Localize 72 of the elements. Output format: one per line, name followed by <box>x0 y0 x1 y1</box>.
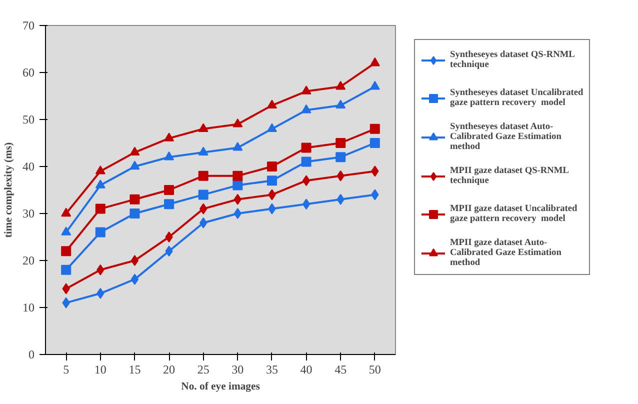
point <box>370 138 380 148</box>
x-tick-label: 35 <box>266 362 278 376</box>
point <box>61 226 72 236</box>
point <box>232 180 243 190</box>
y-tick-label: 10 <box>22 300 34 314</box>
point <box>301 142 312 153</box>
point <box>95 180 106 188</box>
point <box>266 176 277 186</box>
x-tick-label: 30 <box>232 362 244 376</box>
point <box>336 138 346 148</box>
point <box>302 198 310 210</box>
point <box>266 100 277 108</box>
point <box>370 80 380 90</box>
x-tick-label: 40 <box>300 362 312 376</box>
x-tick-label: 10 <box>94 362 106 376</box>
point <box>301 104 312 114</box>
legend-label: MPII gaze dataset Uncalibrated gaze pattern recovery model <box>450 203 578 226</box>
x-tick-label: 25 <box>197 362 210 376</box>
point <box>165 232 173 242</box>
point <box>232 142 243 151</box>
point <box>232 170 243 181</box>
point <box>130 208 140 218</box>
point <box>336 80 346 90</box>
x-axis-title: No. of eye images <box>181 382 260 392</box>
y-tick-label: 40 <box>22 160 34 174</box>
point <box>130 160 140 170</box>
point <box>130 194 140 204</box>
y-tick-label: 30 <box>22 206 34 220</box>
point <box>336 100 346 108</box>
point <box>198 170 208 181</box>
y-tick-label: 60 <box>22 66 34 80</box>
point <box>130 274 139 285</box>
point <box>234 208 242 219</box>
point <box>95 166 106 174</box>
legend-label: MPII gaze dataset Auto-Calibrated Gaze Estimation method <box>450 238 562 268</box>
point <box>198 146 208 156</box>
legend-label: Syntheseyes dataset Uncalibrated gaze pattern recovery model <box>450 87 584 110</box>
x-tick-label: 5 <box>63 362 70 376</box>
y-tick-label: 0 <box>28 348 34 362</box>
x-tick-label: 50 <box>368 362 381 376</box>
point <box>370 124 380 134</box>
y-tick-label: 20 <box>22 254 34 268</box>
point <box>164 132 174 142</box>
x-tick-label: 20 <box>163 362 176 376</box>
point <box>61 264 72 275</box>
point <box>164 151 174 160</box>
point <box>95 204 106 214</box>
legend-label: Syntheseyes dataset QS-RNML technique <box>450 49 575 72</box>
point <box>61 208 72 217</box>
legend-label: Syntheseyes dataset Auto-Calibrated Gaze Estimation method <box>450 122 562 152</box>
point <box>164 199 174 210</box>
point <box>336 152 346 162</box>
y-tick-label: 50 <box>22 112 34 126</box>
point <box>301 156 312 167</box>
point <box>130 255 139 266</box>
point <box>370 57 380 66</box>
point <box>266 162 277 172</box>
point <box>301 86 312 94</box>
point <box>95 227 106 238</box>
point <box>130 146 140 156</box>
x-tick-label: 15 <box>128 362 141 376</box>
y-tick-label: 70 <box>22 18 34 32</box>
point <box>164 185 174 195</box>
legend-label: MPII gaze dataset QS-RNML technique <box>450 165 569 188</box>
point <box>198 190 208 200</box>
y-axis-title: time complexity (ms) <box>4 142 14 238</box>
point <box>232 118 243 128</box>
point <box>61 246 72 256</box>
point <box>198 123 208 132</box>
x-tick-label: 45 <box>334 362 347 376</box>
point <box>302 175 310 186</box>
point <box>266 123 277 132</box>
